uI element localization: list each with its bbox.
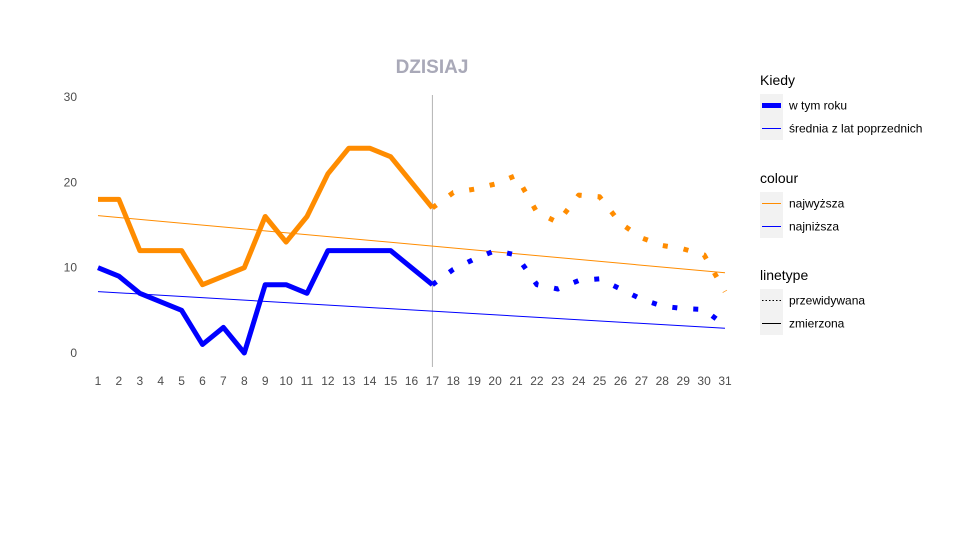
x-tick-label: 11 xyxy=(301,374,314,388)
y-tick-label: 10 xyxy=(64,261,78,275)
y-tick-label: 30 xyxy=(64,90,78,104)
legend-label: średnia z lat poprzednich xyxy=(789,122,922,136)
x-axis-ticks: 1 2 3 4 5 6 7 8 9 10 11 12 13 14 15 16 17 18 19 20 21 22 23 24 2… xyxy=(95,374,732,388)
legend-title: Kiedy xyxy=(760,72,795,88)
legend-label: najwyższa xyxy=(789,197,845,211)
legend-key-box xyxy=(760,289,783,312)
x-tick-label: 16 xyxy=(405,374,419,388)
x-tick-label: 5 xyxy=(178,374,185,388)
average-line-max-measured xyxy=(97,215,726,274)
legend: Kiedy w tym roku średnia z lat poprzednich… xyxy=(760,72,922,335)
chart-title: DZISIAJ xyxy=(396,57,469,78)
x-tick-label: 23 xyxy=(551,374,565,388)
x-tick-label: 7 xyxy=(220,374,227,388)
series-line-max-measured xyxy=(98,145,435,288)
x-tick-label: 26 xyxy=(614,374,628,388)
x-tick-label: 13 xyxy=(342,374,356,388)
x-tick-label: 2 xyxy=(116,374,123,388)
x-tick-label: 1 xyxy=(95,374,102,388)
x-tick-label: 31 xyxy=(718,374,732,388)
average-line-min-measured xyxy=(97,291,726,329)
x-tick-label: 10 xyxy=(279,374,293,388)
y-axis-ticks: 0 10 20 30 xyxy=(64,90,78,360)
x-tick-label: 18 xyxy=(447,374,461,388)
x-tick-label: 22 xyxy=(530,374,544,388)
x-tick-label: 20 xyxy=(488,374,502,388)
x-tick-label: 3 xyxy=(136,374,143,388)
x-tick-label: 12 xyxy=(321,374,335,388)
legend-label: zmierzona xyxy=(789,317,845,331)
series-line-max-forecast xyxy=(430,173,728,293)
y-tick-label: 20 xyxy=(64,175,78,189)
x-tick-label: 15 xyxy=(384,374,398,388)
legend-label: przewidywana xyxy=(789,294,865,308)
legend-title: linetype xyxy=(760,267,808,283)
x-tick-label: 6 xyxy=(199,374,206,388)
x-tick-label: 25 xyxy=(593,374,607,388)
x-tick-label: 28 xyxy=(656,374,670,388)
x-tick-label: 8 xyxy=(241,374,248,388)
x-tick-label: 19 xyxy=(468,374,482,388)
x-tick-label: 4 xyxy=(157,374,164,388)
x-tick-label: 24 xyxy=(572,374,586,388)
legend-label: najniższa xyxy=(789,220,839,234)
x-tick-label: 29 xyxy=(677,374,691,388)
x-tick-label: 30 xyxy=(697,374,711,388)
series-line-min-forecast xyxy=(430,248,727,328)
x-tick-label: 21 xyxy=(509,374,523,388)
series-line-min-measured xyxy=(97,248,434,356)
x-tick-label: 27 xyxy=(635,374,649,388)
x-tick-label: 17 xyxy=(426,374,440,388)
y-tick-label: 0 xyxy=(70,346,77,360)
series-layer xyxy=(97,145,728,356)
legend-label: w tym roku xyxy=(788,99,847,113)
x-tick-label: 9 xyxy=(262,374,269,388)
x-tick-label: 14 xyxy=(363,374,377,388)
legend-title: colour xyxy=(760,170,798,186)
